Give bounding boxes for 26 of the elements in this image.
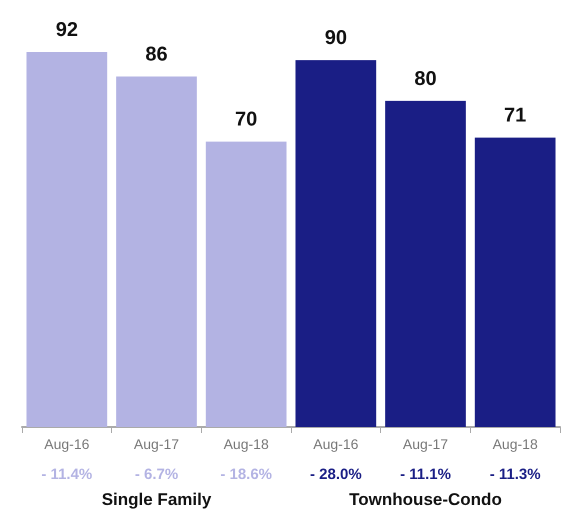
data-label: 71: [504, 104, 526, 127]
bar: [26, 52, 108, 427]
text: - 11.1%: [400, 466, 451, 483]
bar: [206, 142, 287, 427]
x-tick-label: Aug-16: [44, 436, 90, 452]
x-tick-label: Aug-17: [402, 436, 448, 452]
bar: [295, 60, 376, 427]
bar: [474, 138, 556, 427]
text: - 11.3%: [490, 466, 541, 483]
text: - 18.6%: [220, 466, 272, 483]
text: - 11.4%: [41, 466, 92, 483]
data-label: 92: [56, 19, 78, 41]
x-tick-label: Aug-17: [134, 436, 180, 452]
text: Single Family: [102, 490, 212, 509]
bar: [385, 100, 466, 427]
data-label: 80: [414, 68, 437, 90]
data-label: 86: [145, 43, 168, 66]
x-tick-label: Aug-16: [313, 436, 359, 452]
text: - 28.0%: [310, 466, 362, 483]
data-label: 70: [235, 108, 258, 131]
bar: [116, 76, 197, 427]
x-tick-label: Aug-18: [492, 436, 538, 452]
data-label: 90: [324, 27, 347, 50]
text: - 6.7%: [134, 466, 178, 483]
text: Townhouse-Condo: [349, 490, 502, 509]
x-tick-label: Aug-18: [224, 436, 269, 452]
